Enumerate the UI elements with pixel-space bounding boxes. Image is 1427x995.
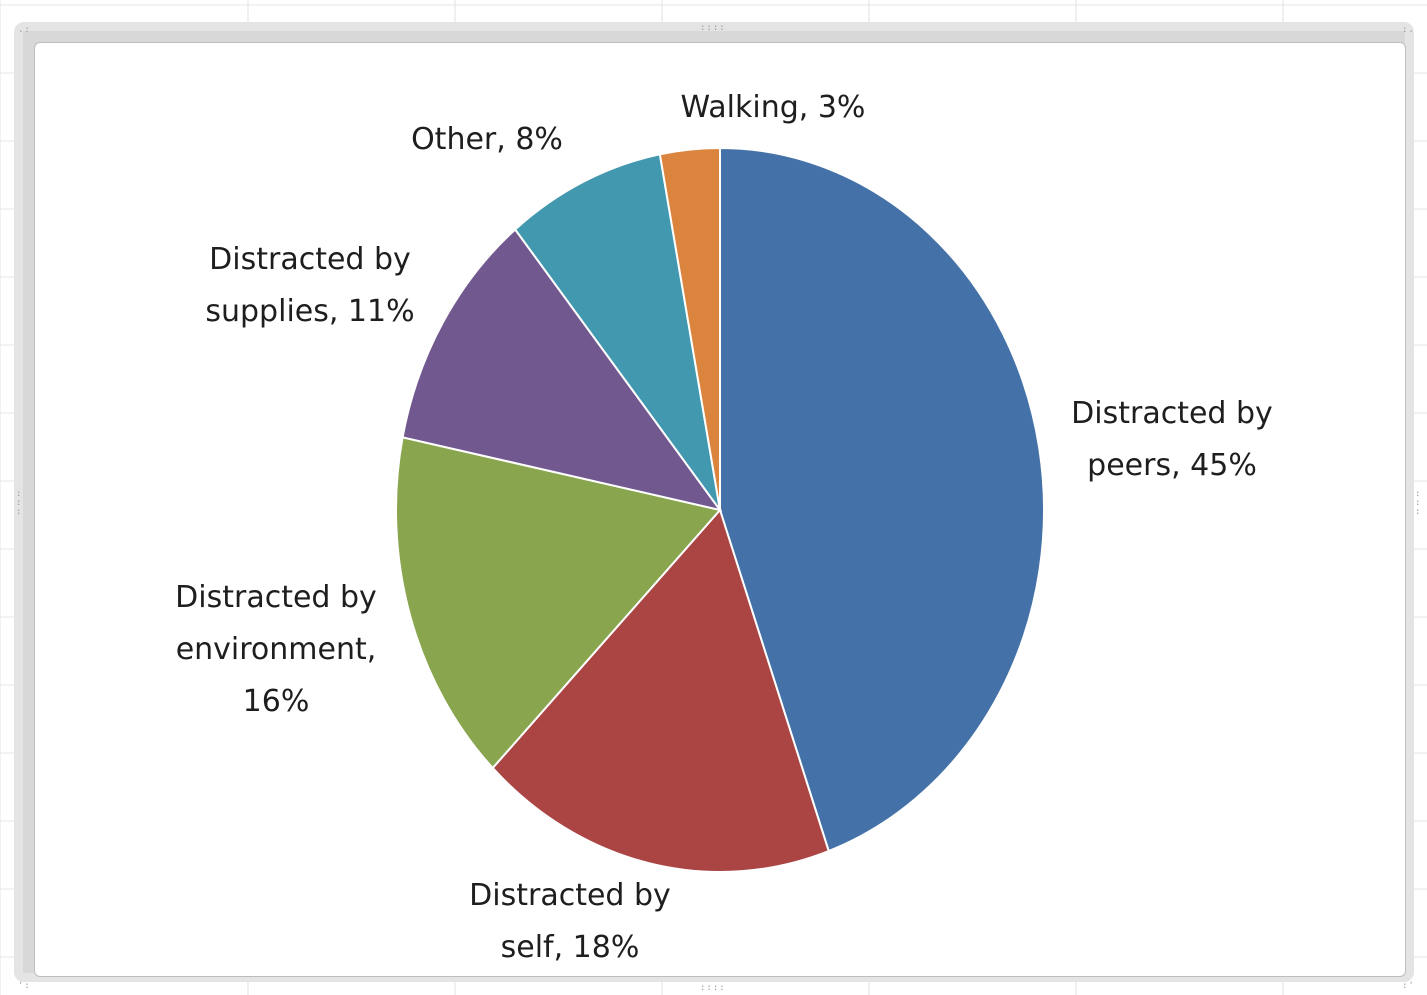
data-label-line: Distracted by <box>175 580 377 615</box>
pie-slice-distracted-by-self[interactable] <box>491 508 830 874</box>
pie-slice-walking[interactable] <box>658 146 721 511</box>
data-label-line: peers, 45% <box>1087 448 1257 483</box>
pie-slice-distracted-by-supplies[interactable] <box>401 228 723 512</box>
resize-handle-left[interactable]: ::: <box>16 489 23 517</box>
data-label-distracted-by-peers[interactable]: Distracted by peers, 45% <box>1071 396 1273 483</box>
data-label-line: environment, <box>176 632 377 667</box>
data-label-line: Distracted by <box>1071 396 1273 431</box>
data-label-line: Distracted by <box>469 878 671 913</box>
resize-handle-top-left[interactable]: .: <box>18 25 31 35</box>
data-label-distracted-by-self[interactable]: Distracted by self, 18% <box>469 878 671 965</box>
resize-handle-right[interactable]: ::: <box>1415 489 1422 517</box>
resize-handle-top-right[interactable]: :. <box>1402 25 1415 35</box>
data-labels: Distracted by peers, 45% Distracted by self… <box>175 90 1273 965</box>
pie-slice-distracted-by-peers[interactable] <box>719 146 1046 853</box>
data-label-other[interactable]: Other, 8% <box>411 122 563 157</box>
data-label-line: Other, 8% <box>411 122 563 157</box>
data-label-line: supplies, 11% <box>205 294 414 329</box>
resize-handle-bottom[interactable]: :::: <box>700 983 726 993</box>
resize-handle-top[interactable]: :::: <box>700 23 726 33</box>
pie-slice-distracted-by-environment[interactable] <box>395 436 722 770</box>
data-label-distracted-by-supplies[interactable]: Distracted by supplies, 11% <box>205 242 414 329</box>
pie-slices <box>395 146 1046 874</box>
data-label-distracted-by-environment[interactable]: Distracted by environment, 16% <box>175 580 377 719</box>
resize-handle-bottom-left[interactable]: ': <box>18 981 31 991</box>
resize-handle-bottom-right[interactable]: :' <box>1402 981 1415 991</box>
pie-slice-other[interactable] <box>513 153 721 511</box>
data-label-line: Distracted by <box>209 242 411 277</box>
data-label-line: 16% <box>243 684 310 719</box>
data-label-line: Walking, 3% <box>681 90 866 125</box>
data-label-line: self, 18% <box>501 930 640 965</box>
data-label-walking[interactable]: Walking, 3% <box>681 90 866 125</box>
